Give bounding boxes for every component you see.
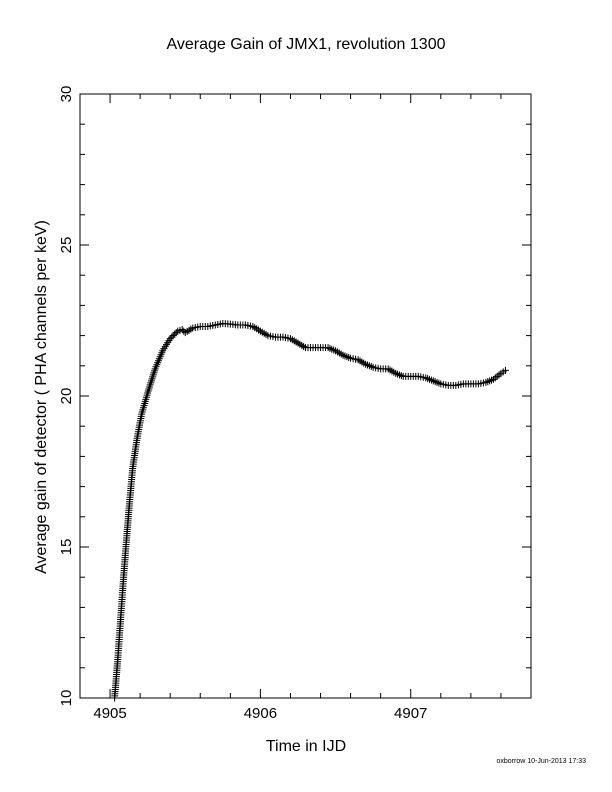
data-points [111,320,509,702]
chart-title: Average Gain of JMX1, revolution 1300 [166,36,446,53]
data-point [169,332,177,340]
y-tick-label: 15 [58,539,75,556]
data-point [493,372,501,380]
x-axis-label: Time in IJD [265,738,347,755]
data-point [501,366,509,374]
tick-labels: 10 15 20 25 30 4905 4906 4907 [58,86,427,722]
y-tick-label: 20 [58,388,75,405]
data-point [166,335,174,343]
axis-ticks [79,93,532,699]
data-point [168,333,176,341]
y-tick-label: 25 [58,237,75,254]
x-tick-label: 4906 [244,705,277,722]
x-tick-label: 4907 [394,705,427,722]
y-tick-label: 30 [58,86,75,103]
footer-credit: oxborrow 10-Jun-2013 17:33 [496,758,586,765]
data-point [171,330,179,338]
data-point [178,326,186,334]
data-point [172,329,180,337]
y-tick-label: 10 [58,690,75,707]
data-point [486,377,494,385]
data-point [495,371,503,379]
x-tick-label: 4905 [93,705,126,722]
y-axis-label: Average gain of detector ( PHA channels … [33,220,50,574]
